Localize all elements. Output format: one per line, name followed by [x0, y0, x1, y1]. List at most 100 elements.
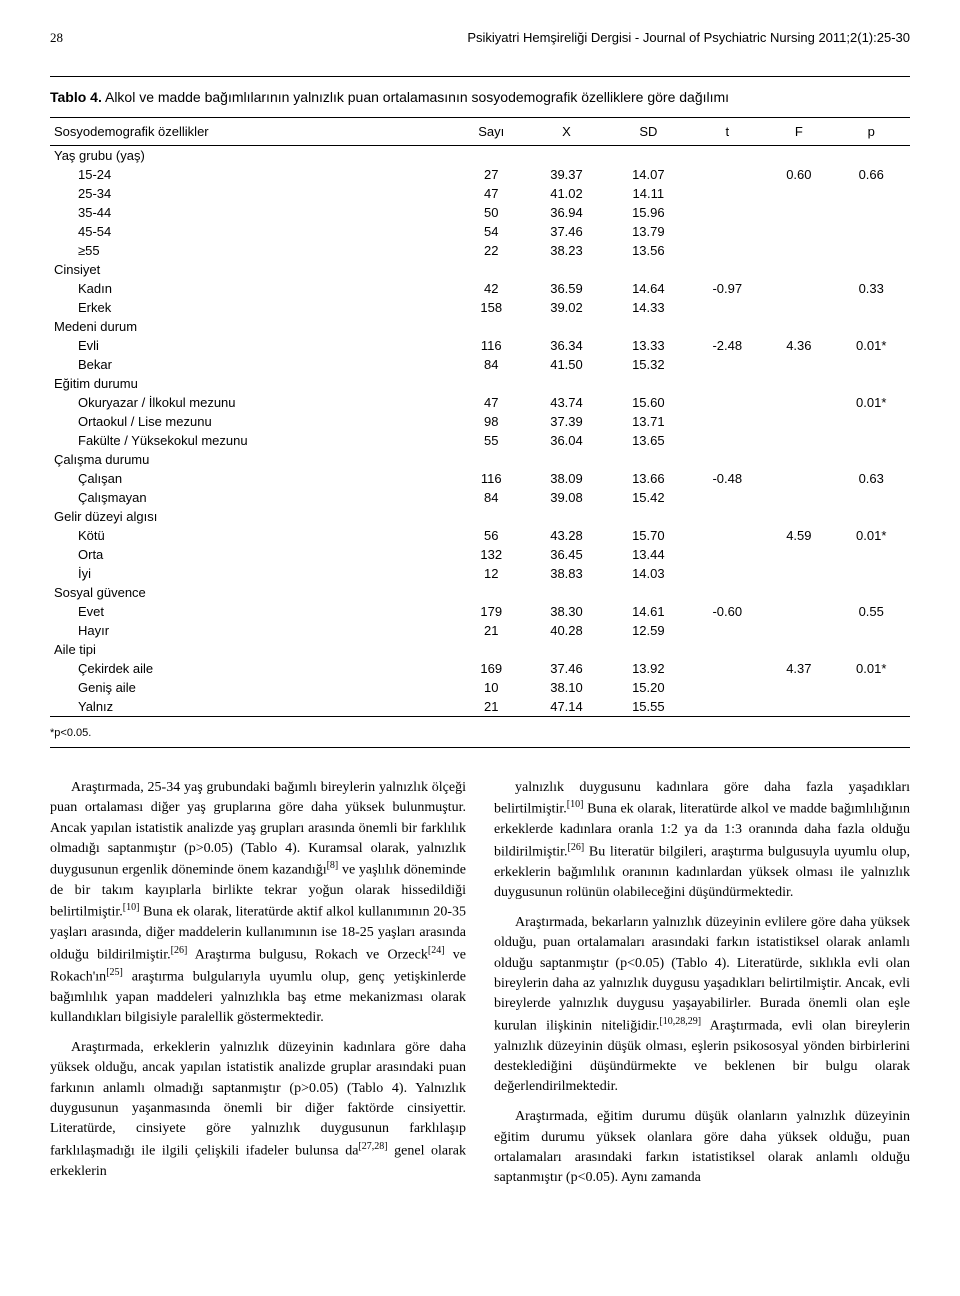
table-cell: 13.56	[607, 241, 689, 260]
paragraph: Araştırmada, 25-34 yaş grubundaki bağıml…	[50, 778, 466, 1028]
table-cell: 38.09	[526, 469, 608, 488]
table-cell: Bekar	[50, 355, 457, 374]
table-row: Geniş aile1038.1015.20	[50, 678, 910, 697]
table-cell: Ortaokul / Lise mezunu	[50, 412, 457, 431]
table-cell	[765, 298, 832, 317]
table-cell	[765, 431, 832, 450]
table-row: ≥552238.2313.56	[50, 241, 910, 260]
table-cell	[689, 697, 765, 716]
table-cell: 14.07	[607, 165, 689, 184]
table-cell: 45-54	[50, 222, 457, 241]
table-cell: 14.33	[607, 298, 689, 317]
table-cell: 116	[457, 469, 526, 488]
table-cell: 84	[457, 355, 526, 374]
table-cell: Okuryazar / İlkokul mezunu	[50, 393, 457, 412]
table-section-head: Medeni durum	[50, 317, 910, 336]
table-cell	[689, 545, 765, 564]
table-cell: Çalışan	[50, 469, 457, 488]
section-label: Medeni durum	[50, 317, 910, 336]
table-row: Hayır2140.2812.59	[50, 621, 910, 640]
table-cell: 15.32	[607, 355, 689, 374]
table-cell: 47	[457, 184, 526, 203]
table-cell: 15-24	[50, 165, 457, 184]
table-cell: 13.79	[607, 222, 689, 241]
table-cell	[765, 488, 832, 507]
section-label: Yaş grubu (yaş)	[50, 146, 910, 166]
table-cell	[765, 355, 832, 374]
table-cell: 98	[457, 412, 526, 431]
table-cell: Hayır	[50, 621, 457, 640]
table-row: İyi1238.8314.03	[50, 564, 910, 583]
table-cell	[689, 564, 765, 583]
table-cell	[689, 298, 765, 317]
table-cell: 27	[457, 165, 526, 184]
table-cell: 21	[457, 697, 526, 716]
table-cell	[765, 621, 832, 640]
table-cell: 15.55	[607, 697, 689, 716]
table-cell: 41.02	[526, 184, 608, 203]
table-cell	[689, 203, 765, 222]
table-header-row: Sosyodemografik özellikler Sayı X SD t F…	[50, 118, 910, 146]
table-cell: 0.01*	[832, 336, 910, 355]
table-cell: Fakülte / Yüksekokul mezunu	[50, 431, 457, 450]
table-cell	[765, 602, 832, 621]
table-cell	[689, 222, 765, 241]
table-cell: 36.59	[526, 279, 608, 298]
table-cell: 12	[457, 564, 526, 583]
table-row: Yalnız2147.1415.55	[50, 697, 910, 716]
col-header: SD	[607, 118, 689, 146]
table-section-head: Sosyal güvence	[50, 583, 910, 602]
table-cell: 54	[457, 222, 526, 241]
table-cell: Orta	[50, 545, 457, 564]
table-cell: 15.60	[607, 393, 689, 412]
table-cell: 39.02	[526, 298, 608, 317]
table-cell: Erkek	[50, 298, 457, 317]
table-cell: 15.96	[607, 203, 689, 222]
table-cell: Yalnız	[50, 697, 457, 716]
table-caption: Alkol ve madde bağımlılarının yalnızlık …	[105, 89, 729, 105]
col-header: Sosyodemografik özellikler	[50, 118, 457, 146]
table-cell: 12.59	[607, 621, 689, 640]
table-cell	[832, 488, 910, 507]
table-cell: İyi	[50, 564, 457, 583]
page-header: 28 Psikiyatri Hemşireliği Dergisi - Jour…	[50, 30, 910, 46]
table-cell: 38.83	[526, 564, 608, 583]
table-cell: 14.64	[607, 279, 689, 298]
table-cell	[832, 431, 910, 450]
table-cell: 14.61	[607, 602, 689, 621]
table-cell	[689, 621, 765, 640]
table-cell: 37.46	[526, 222, 608, 241]
table-cell: -2.48	[689, 336, 765, 355]
table-cell	[832, 545, 910, 564]
table-cell	[765, 393, 832, 412]
col-header: F	[765, 118, 832, 146]
table-row: Fakülte / Yüksekokul mezunu5536.0413.65	[50, 431, 910, 450]
table-row: Kötü5643.2815.704.590.01*	[50, 526, 910, 545]
table-cell: Çekirdek aile	[50, 659, 457, 678]
table-cell: 41.50	[526, 355, 608, 374]
table-row: Evli11636.3413.33-2.484.360.01*	[50, 336, 910, 355]
table-section-head: Yaş grubu (yaş)	[50, 146, 910, 166]
table-cell: 13.33	[607, 336, 689, 355]
table-cell: 36.04	[526, 431, 608, 450]
table-cell: 169	[457, 659, 526, 678]
table-cell: 158	[457, 298, 526, 317]
table-cell: 56	[457, 526, 526, 545]
table-cell: 38.30	[526, 602, 608, 621]
table-cell: 4.36	[765, 336, 832, 355]
table-cell: 0.66	[832, 165, 910, 184]
table-cell: 179	[457, 602, 526, 621]
table-cell: 37.39	[526, 412, 608, 431]
table-cell: 0.01*	[832, 659, 910, 678]
table-row: Çalışmayan8439.0815.42	[50, 488, 910, 507]
table-cell	[832, 184, 910, 203]
table-title: Tablo 4. Alkol ve madde bağımlılarının y…	[50, 85, 910, 117]
table-cell: 22	[457, 241, 526, 260]
table-section-head: Aile tipi	[50, 640, 910, 659]
table-cell	[832, 621, 910, 640]
table-row: Bekar8441.5015.32	[50, 355, 910, 374]
table-row: Çekirdek aile16937.4613.924.370.01*	[50, 659, 910, 678]
table-cell	[765, 564, 832, 583]
table-cell	[832, 564, 910, 583]
table-cell: 35-44	[50, 203, 457, 222]
